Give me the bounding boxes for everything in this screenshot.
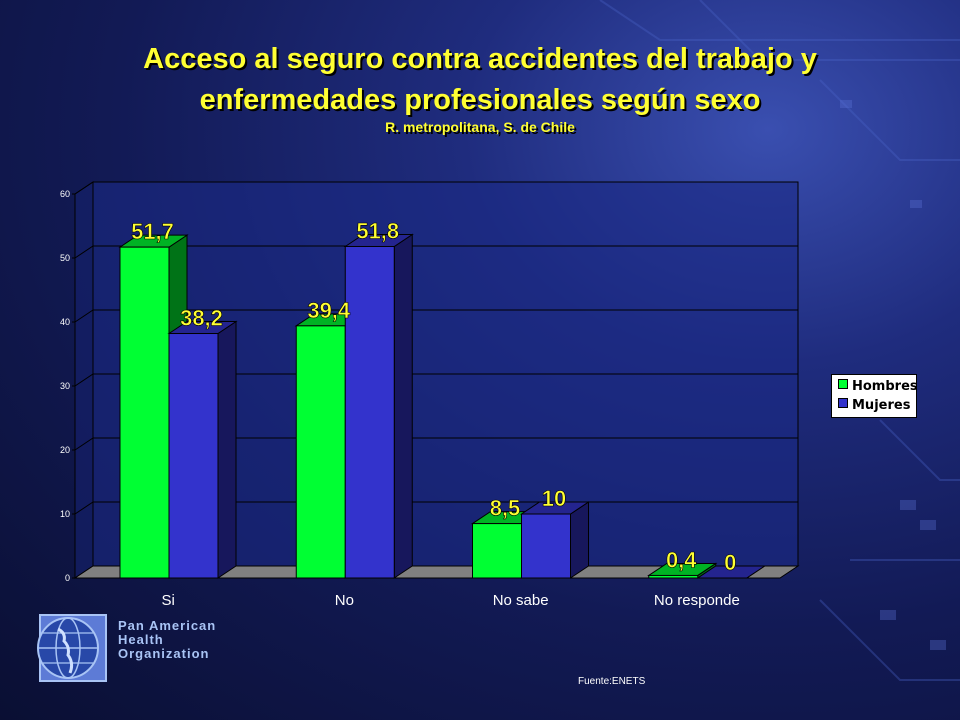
gridline [74,309,798,323]
y-tick-label: 0 [65,573,70,583]
bar-hombres [472,523,522,579]
globe-logo-icon [37,614,107,682]
chart-subtitle: R. metropolitana, S. de Chile [385,119,575,135]
data-label-mujeres: 38,2 [180,306,223,331]
chart-legend: Hombres Mujeres [831,374,918,418]
bar-hombres [119,246,170,579]
org-name-line2: Health [118,632,164,647]
org-name-line3: Organization [118,646,210,661]
gridline [74,437,798,451]
legend-item-mujeres: Mujeres [838,397,910,415]
organization-name: Pan American Health Organization [118,619,216,661]
legend-label-mujeres: Mujeres [852,398,911,413]
legend-swatch-hombres [838,379,848,389]
y-tick-label: 30 [60,381,70,391]
data-label-mujeres: 10 [542,486,566,511]
org-name-line1: Pan American [118,618,217,633]
data-label-hombres: 0,4 [666,547,697,572]
x-category-label: No sabe [493,592,549,609]
bar-mujeres [344,245,395,579]
bar-hombres [295,325,346,579]
x-category-label: No [335,592,354,609]
gridline [74,245,798,259]
gridline [74,373,798,387]
data-label-hombres: 51,7 [131,219,174,244]
legend-swatch-mujeres [838,398,848,408]
data-label-hombres: 8,5 [490,496,521,521]
bar-mujeres [521,513,571,579]
chart-title-line1: Acceso al seguro contra accidentes del t… [143,43,817,75]
legend-label-hombres: Hombres [852,379,918,394]
bar-side-mujeres [217,320,237,579]
x-category-label: Si [161,592,174,609]
bar-side-mujeres [393,233,413,579]
data-label-mujeres: 0 [724,550,736,575]
legend-item-hombres: Hombres [838,378,918,396]
chart-title-line2: enfermedades profesionales según sexo [199,84,761,116]
source-note: Fuente:ENETS [578,676,646,687]
y-tick-label: 50 [60,253,70,263]
y-tick-label: 10 [60,509,70,519]
gridline [74,181,798,195]
bar-mujeres [168,333,219,579]
y-tick-label: 40 [60,317,70,327]
data-label-hombres: 39,4 [307,298,351,323]
y-tick-label: 20 [60,445,70,455]
data-label-mujeres: 51,8 [356,218,399,243]
x-category-label: No responde [654,592,740,609]
bar-side-mujeres [570,501,589,579]
y-tick-label: 60 [60,189,70,199]
